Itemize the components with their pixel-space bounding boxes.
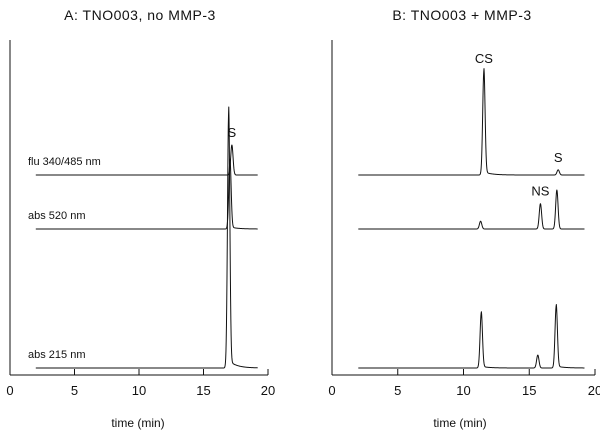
x-tick-label: 15 (522, 383, 536, 398)
x-tick-label: 0 (328, 383, 335, 398)
chromatogram-trace (35, 106, 258, 369)
x-tick-label: 20 (588, 383, 600, 398)
peak-label: S (554, 150, 563, 165)
trace-label: abs 520 nm (28, 210, 85, 222)
panel-title: B: TNO003 + MMP-3 (392, 7, 531, 23)
panel-b: B: TNO003 + MMP-3 0 5 10 15 20 time (min) CS S NS (328, 7, 600, 430)
trace-label: flu 340/485 nm (28, 156, 101, 168)
panel-a: A: TNO003, no MMP-3 0 5 10 15 20 time (min) flu… (6, 7, 275, 430)
chromatogram-trace (35, 158, 258, 230)
chromatogram-trace (358, 68, 585, 176)
peak-label: NS (531, 184, 549, 199)
x-axis-label: time (min) (111, 416, 164, 430)
chromatogram-trace (358, 304, 585, 369)
x-axis-label: time (min) (433, 416, 486, 430)
peak-label: CS (475, 51, 493, 66)
x-tick-label: 10 (132, 383, 146, 398)
chromatogram-trace (358, 189, 585, 230)
trace-label: abs 215 nm (28, 349, 85, 361)
x-tick-label: 5 (394, 383, 401, 398)
x-tick-label: 15 (196, 383, 210, 398)
chromatogram-trace (35, 144, 258, 176)
x-tick-label: 0 (6, 383, 13, 398)
x-tick-label: 20 (261, 383, 275, 398)
x-tick-label: 5 (71, 383, 78, 398)
panel-title: A: TNO003, no MMP-3 (64, 7, 216, 23)
peak-label: S (228, 125, 237, 140)
x-tick-label: 10 (456, 383, 470, 398)
